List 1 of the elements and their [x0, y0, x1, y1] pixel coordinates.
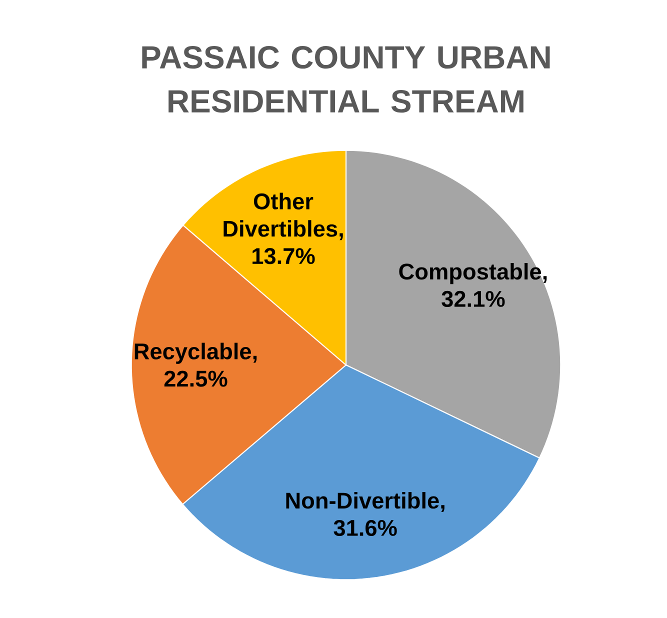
- chart-title: PASSAIC COUNTY URBAN RESIDENTIAL STREAM: [142, 46, 550, 113]
